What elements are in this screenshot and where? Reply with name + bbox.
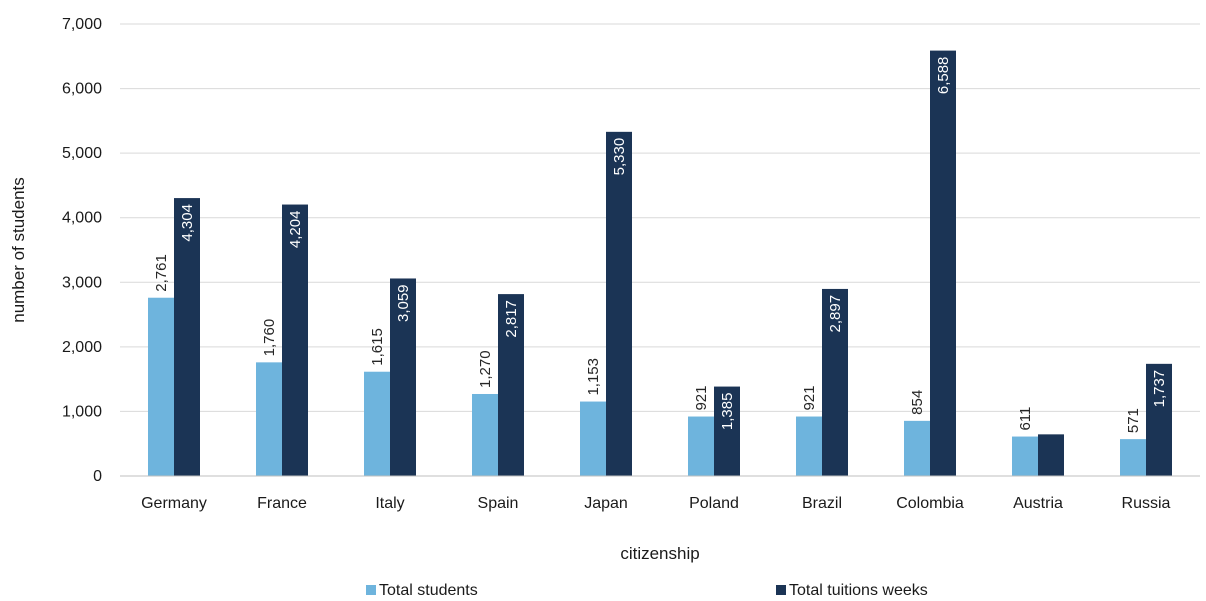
y-axis-ticks: 0 1,000 2,000 3,000 4,000 5,000 6,000 7,000 [62,16,102,485]
bar-total-tuition-weeks [714,386,740,476]
legend-swatch [776,585,786,595]
bar-total-students [688,416,714,476]
data-label: 611 [1017,407,1034,431]
data-label: 2,897 [827,295,844,333]
bars [148,50,1172,477]
data-label: 1,385 [719,393,736,431]
y-tick-label: 2,000 [62,339,102,356]
legend: Total students Total tuitions weeks [366,582,928,599]
data-label: 2,817 [503,300,520,338]
y-tick-label: 4,000 [62,210,102,227]
x-tick-label: France [257,495,307,512]
data-label: 4,304 [179,204,196,242]
x-axis-ticks: Germany France Italy Spain Japan Poland Brazil… [141,495,1170,512]
bar-total-students [256,362,282,476]
x-tick-label: Spain [478,495,519,512]
y-tick-label: 5,000 [62,145,102,162]
data-label: 1,737 [1151,370,1168,408]
x-tick-label: Poland [689,495,739,512]
data-label: 921 [693,385,710,410]
bar-total-students [904,420,930,476]
data-label: 1,153 [585,358,602,396]
x-tick-label: Brazil [802,495,842,512]
x-tick-label: Colombia [896,495,964,512]
y-axis-title: number of students [9,177,28,323]
bar-total-tuition-weeks [174,198,200,476]
data-label: 571 [1125,408,1142,433]
legend-label: Total students [379,582,478,599]
data-label: 1,270 [477,350,494,388]
y-tick-label: 3,000 [62,274,102,291]
bar-total-tuition-weeks [1146,363,1172,476]
data-labels: 2,761 4,304 1,760 4,204 1,615 3,059 1,270 2,817… [153,57,1168,434]
y-tick-label: 1,000 [62,403,102,420]
bar-total-tuition-weeks [930,50,956,477]
data-label: 6,588 [935,57,952,95]
data-label: 921 [801,385,818,410]
legend-swatch [366,585,376,595]
bar-total-tuition-weeks [282,204,308,476]
legend-label: Total tuitions weeks [789,582,928,599]
data-label: 854 [909,390,926,415]
data-label: 2,761 [153,254,170,292]
bar-total-tuition-weeks [498,294,524,476]
x-axis-title: citizenship [620,544,699,563]
y-tick-label: 0 [93,468,102,485]
bar-total-tuition-weeks [390,278,416,476]
data-label: 5,330 [611,138,628,176]
bar-total-students [472,393,498,476]
bar-total-students [580,401,606,476]
data-label: 1,760 [261,319,278,357]
x-tick-label: Germany [141,495,207,512]
bar-total-students [1012,436,1038,476]
bar-total-tuition-weeks [1038,434,1064,476]
bar-total-students [364,371,390,476]
data-label: 4,204 [287,211,304,249]
bar-total-tuition-weeks [822,288,848,476]
bar-total-students [1120,439,1146,476]
data-label: 1,615 [369,328,386,366]
data-label: 3,059 [395,284,412,322]
x-tick-label: Russia [1122,495,1171,512]
bar-total-students [148,297,174,476]
x-tick-label: Japan [584,495,628,512]
x-tick-label: Austria [1013,495,1063,512]
bar-total-students [796,416,822,476]
y-tick-label: 7,000 [62,16,102,33]
bar-total-tuition-weeks [606,131,632,476]
y-tick-label: 6,000 [62,81,102,98]
x-tick-label: Italy [375,495,404,512]
